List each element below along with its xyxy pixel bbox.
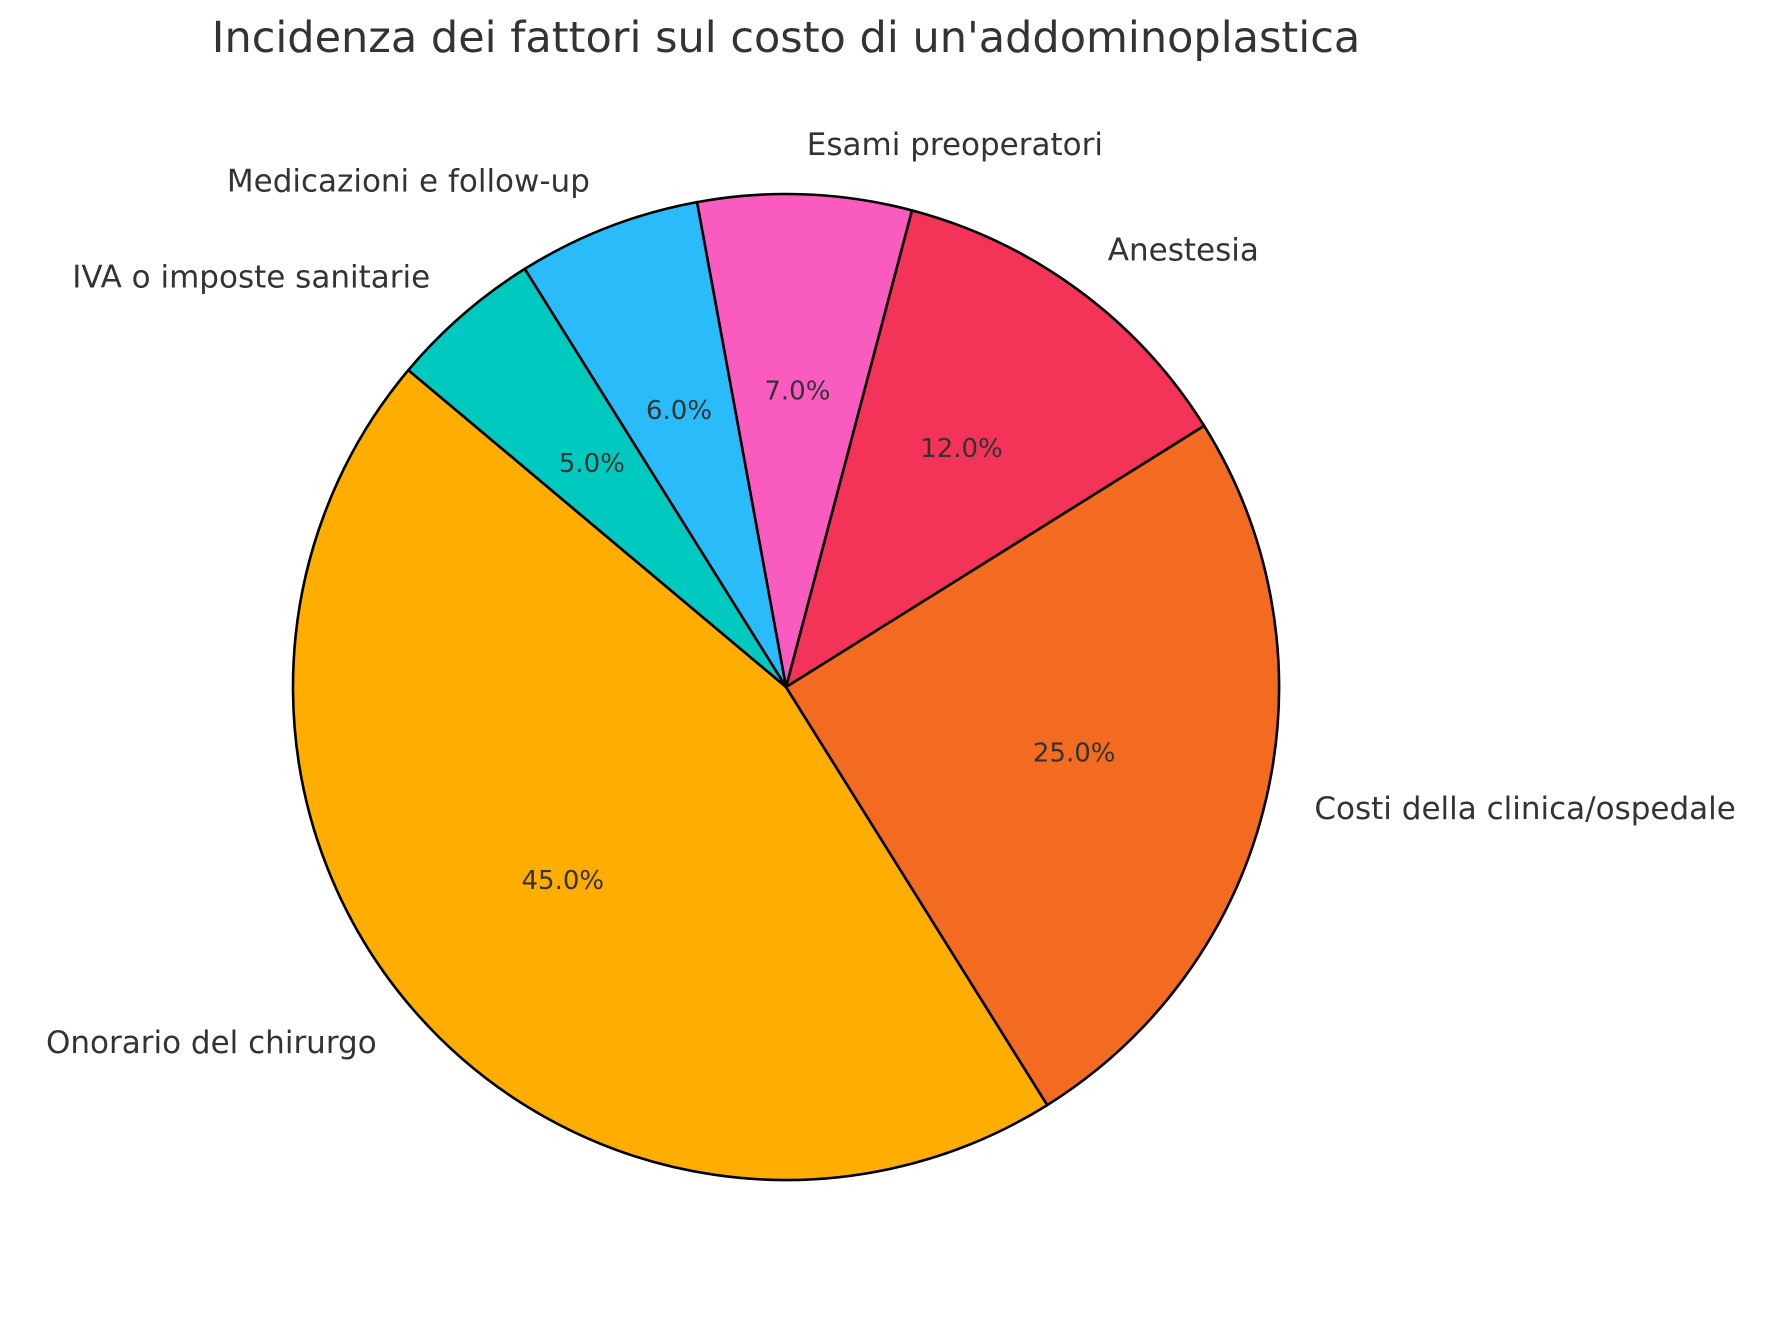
slice-label-medicazioni-e-follow-up: Medicazioni e follow-up bbox=[227, 163, 590, 199]
slice-percent-esami-preoperatori: 7.0% bbox=[764, 376, 830, 406]
slice-label-costi-della-clinica-ospedale: Costi della clinica/ospedale bbox=[1314, 791, 1735, 827]
pie-slice-esami-preoperatori bbox=[695, 192, 914, 689]
pie-slice-medicazioni-e-follow-up bbox=[523, 200, 788, 689]
slice-percent-iva-o-imposte-sanitarie: 5.0% bbox=[559, 449, 625, 479]
slice-percent-anestesia: 12.0% bbox=[920, 434, 1003, 464]
slice-label-onorario-del-chirurgo: Onorario del chirurgo bbox=[46, 1025, 377, 1061]
pie-slices bbox=[291, 192, 1281, 1182]
slice-percent-onorario-del-chirurgo: 45.0% bbox=[521, 866, 604, 896]
slice-label-anestesia: Anestesia bbox=[1108, 233, 1259, 269]
pie-labels: Onorario del chirurgo 45.0% Costi della cl… bbox=[46, 127, 1736, 1061]
slice-label-iva-o-imposte-sanitarie: IVA o imposte sanitarie bbox=[72, 260, 430, 296]
slice-percent-medicazioni-e-follow-up: 6.0% bbox=[646, 396, 712, 426]
chart-title: Incidenza dei fattori sul costo di un'ad… bbox=[212, 13, 1360, 63]
pie-slice-anestesia bbox=[784, 209, 1206, 689]
pie-slice-onorario-del-chirurgo bbox=[291, 368, 1049, 1182]
slice-percent-costi-della-clinica-ospedale: 25.0% bbox=[1033, 739, 1116, 769]
pie-slice-costi-della-clinica-ospedale bbox=[784, 424, 1281, 1107]
slice-label-esami-preoperatori: Esami preoperatori bbox=[807, 127, 1103, 163]
pie-slice-iva-o-imposte-sanitarie bbox=[407, 267, 788, 689]
